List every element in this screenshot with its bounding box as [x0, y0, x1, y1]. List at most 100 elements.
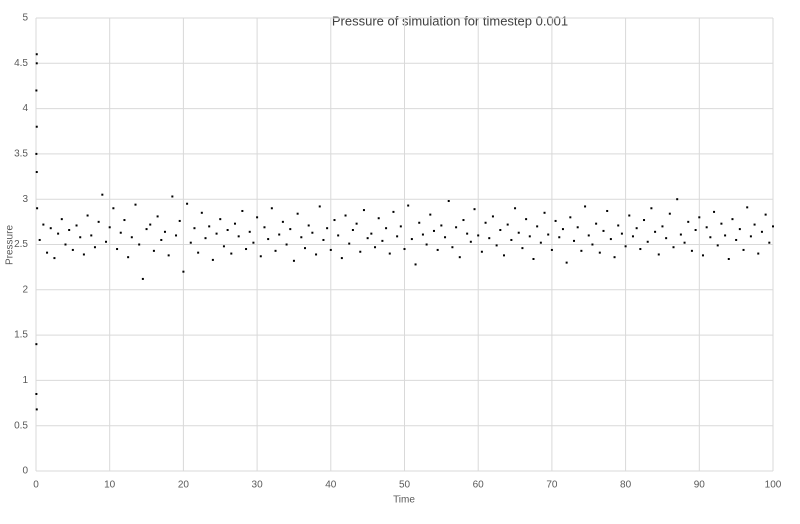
data-point [46, 251, 49, 254]
data-point [281, 220, 284, 223]
data-point [690, 249, 693, 252]
data-point [643, 219, 646, 222]
data-point [565, 261, 568, 264]
y-tick-label: 2.5 [14, 239, 28, 250]
data-point [68, 229, 71, 232]
data-point [506, 223, 509, 226]
data-point [256, 216, 259, 219]
data-point [49, 227, 52, 230]
data-point [514, 207, 517, 210]
data-point [116, 248, 119, 251]
data-point [189, 241, 192, 244]
data-point [105, 240, 108, 243]
data-point [208, 225, 211, 228]
data-point [35, 343, 38, 346]
data-point [569, 216, 572, 219]
data-point [646, 240, 649, 243]
data-point [241, 209, 244, 212]
data-point [200, 211, 203, 214]
data-point [631, 235, 634, 238]
data-point [292, 259, 295, 262]
data-point [344, 214, 347, 217]
data-point [396, 235, 399, 238]
data-point [82, 253, 85, 256]
data-point [573, 239, 576, 242]
data-point [233, 222, 236, 225]
data-point [749, 235, 752, 238]
x-tick-label: 20 [178, 480, 190, 491]
data-point [93, 246, 96, 249]
data-point [672, 246, 675, 249]
data-point [742, 248, 745, 251]
data-point [263, 226, 266, 229]
data-point [329, 248, 332, 251]
data-point [477, 234, 480, 237]
data-point [679, 233, 682, 236]
data-point [624, 245, 627, 248]
data-point [42, 223, 45, 226]
data-point [753, 223, 756, 226]
data-point [237, 235, 240, 238]
data-point [219, 218, 222, 221]
data-point [543, 211, 546, 214]
data-point [451, 246, 454, 249]
y-tick-label: 0.5 [14, 420, 28, 431]
data-point [366, 237, 369, 240]
data-point [591, 243, 594, 246]
data-point [480, 250, 483, 253]
data-point [491, 215, 494, 218]
data-point [547, 233, 550, 236]
data-point [768, 241, 771, 244]
data-point [35, 53, 38, 56]
data-point [127, 256, 130, 259]
x-tick-label: 100 [765, 480, 782, 491]
data-point [337, 234, 340, 237]
data-point [307, 224, 310, 227]
data-point [160, 238, 163, 241]
data-point [152, 249, 155, 252]
data-point [351, 229, 354, 232]
data-point [584, 205, 587, 208]
x-tick-label: 90 [694, 480, 706, 491]
data-point [355, 222, 358, 225]
y-tick-label: 3 [22, 194, 28, 205]
data-point [429, 213, 432, 216]
data-point [274, 249, 277, 252]
data-point [731, 218, 734, 221]
data-point [421, 233, 424, 236]
data-point [598, 251, 601, 254]
data-point [517, 231, 520, 234]
data-point [580, 249, 583, 252]
data-point [720, 222, 723, 225]
data-point [727, 257, 730, 260]
data-point [315, 253, 318, 256]
data-point [668, 212, 671, 215]
data-point [425, 243, 428, 246]
chart-title: Pressure of simulation for timestep 0.00… [332, 13, 568, 28]
y-tick-label: 4.5 [14, 58, 28, 69]
data-point [502, 254, 505, 257]
data-point [75, 224, 78, 227]
data-point [388, 252, 391, 255]
data-point [418, 221, 421, 224]
data-point [683, 241, 686, 244]
data-point [138, 243, 141, 246]
data-point [499, 229, 502, 232]
data-point [602, 229, 605, 232]
data-point [724, 234, 727, 237]
data-point [403, 248, 406, 251]
data-point [746, 206, 749, 209]
data-point [362, 209, 365, 212]
data-point [606, 209, 609, 212]
data-point [455, 226, 458, 229]
data-point [676, 198, 679, 201]
data-point [134, 203, 137, 206]
data-point [738, 228, 741, 231]
data-point [473, 208, 476, 211]
data-point [222, 245, 225, 248]
data-point [377, 217, 380, 220]
data-point [311, 231, 314, 234]
data-point [657, 253, 660, 256]
data-point [381, 239, 384, 242]
